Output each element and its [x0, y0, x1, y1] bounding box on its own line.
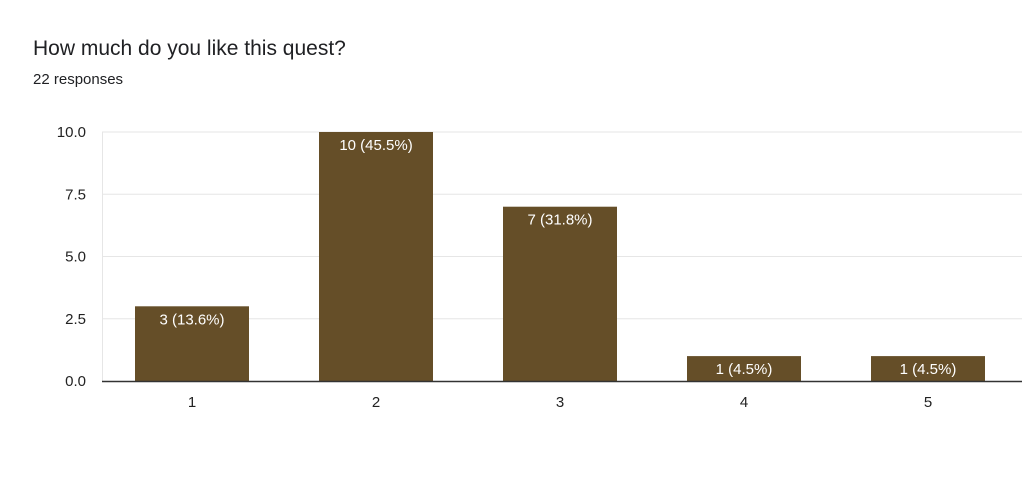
bar-data-label: 7 (31.8%) — [527, 212, 592, 229]
bar-2 — [319, 132, 433, 381]
bar-data-label: 10 (45.5%) — [339, 137, 412, 154]
chart-title: How much do you like this quest? — [33, 37, 346, 60]
y-tick-label: 2.5 — [65, 311, 86, 328]
bars: 3 (13.6%) 10 (45.5%) 7 (31.8%) 1 (4.5%) 1 (4… — [135, 132, 985, 381]
y-axis-tick-labels: 0.0 2.5 5.0 7.5 10.0 — [57, 124, 86, 390]
y-tick-label: 0.0 — [65, 373, 86, 390]
bar-data-label: 3 (13.6%) — [159, 311, 224, 328]
x-tick-label: 1 — [188, 394, 196, 411]
x-tick-label: 3 — [556, 394, 564, 411]
y-tick-label: 5.0 — [65, 249, 86, 266]
chart-header: How much do you like this quest? 22 resp… — [33, 36, 346, 89]
bar-1 — [135, 306, 249, 381]
bar-5 — [871, 356, 985, 381]
x-tick-label: 2 — [372, 394, 380, 411]
x-axis-tick-labels: 1 2 3 4 5 — [188, 394, 932, 411]
bar-data-label: 1 (4.5%) — [900, 361, 957, 378]
x-tick-label: 5 — [924, 394, 932, 411]
y-tick-label: 10.0 — [57, 124, 86, 141]
bar-4 — [687, 356, 801, 381]
bar-3 — [503, 206, 617, 381]
y-tick-label: 7.5 — [65, 186, 86, 203]
bar-data-label: 1 (4.5%) — [716, 361, 773, 378]
response-count: 22 responses — [33, 71, 124, 88]
x-tick-label: 4 — [740, 394, 748, 411]
